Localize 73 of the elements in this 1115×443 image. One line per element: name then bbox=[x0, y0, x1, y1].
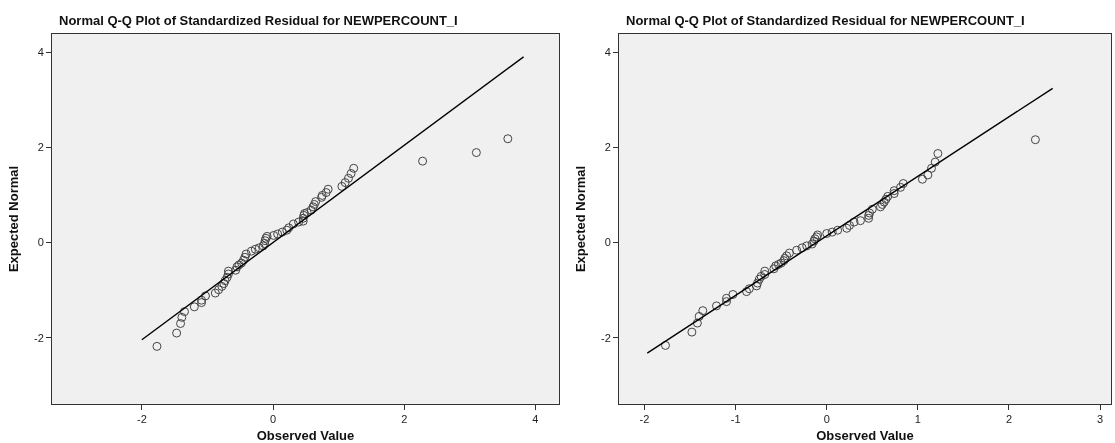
point bbox=[254, 243, 264, 253]
y-axis-title: Expected Normal bbox=[572, 165, 588, 273]
point bbox=[179, 307, 189, 317]
y-tick-label: 0 bbox=[604, 236, 611, 249]
point bbox=[792, 245, 802, 255]
point bbox=[822, 229, 832, 239]
y-tick-label: 0 bbox=[37, 236, 44, 249]
point bbox=[867, 204, 877, 214]
point bbox=[246, 246, 256, 256]
point bbox=[210, 288, 220, 298]
x-axis-title: Observed Value bbox=[256, 428, 355, 443]
point bbox=[692, 318, 702, 328]
point bbox=[927, 163, 937, 173]
x-tick-label: 3 bbox=[1097, 413, 1104, 426]
point bbox=[827, 227, 837, 237]
point bbox=[1030, 135, 1040, 145]
point bbox=[343, 173, 353, 183]
x-tick-label: 2 bbox=[1005, 413, 1013, 426]
y-tick-label: 2 bbox=[37, 141, 44, 154]
point bbox=[349, 163, 359, 173]
point bbox=[728, 289, 738, 299]
y-tick-label: -2 bbox=[34, 331, 44, 344]
point bbox=[152, 341, 162, 351]
chart-title: Normal Q-Q Plot of Standardized Residual for NEWPERCOUNT_I bbox=[626, 13, 1025, 28]
point bbox=[933, 149, 943, 159]
point bbox=[200, 291, 210, 301]
x-tick-label: 0 bbox=[823, 413, 830, 426]
point bbox=[797, 243, 807, 253]
x-tick-label: -2 bbox=[639, 413, 650, 426]
point bbox=[176, 319, 186, 329]
point bbox=[321, 188, 331, 198]
y-tick-label: 2 bbox=[604, 141, 611, 154]
point bbox=[849, 217, 859, 227]
chart-title: Normal Q-Q Plot of Standardized Residual for NEWPERCOUNT_I bbox=[59, 13, 458, 28]
point bbox=[250, 244, 260, 254]
y-tick-label: -2 bbox=[601, 331, 611, 344]
y-tick-label: 4 bbox=[604, 45, 611, 58]
point bbox=[802, 241, 812, 251]
x-tick-label: 2 bbox=[401, 413, 408, 426]
point bbox=[294, 217, 304, 227]
point bbox=[418, 156, 428, 166]
point bbox=[698, 306, 708, 316]
point bbox=[722, 293, 732, 303]
point bbox=[694, 311, 704, 321]
point bbox=[346, 169, 356, 179]
point bbox=[471, 148, 481, 158]
point bbox=[503, 134, 513, 144]
point bbox=[323, 184, 333, 194]
y-tick-label: 4 bbox=[37, 45, 44, 58]
y-axis-title: Expected Normal bbox=[5, 165, 21, 273]
point bbox=[277, 227, 287, 237]
x-tick-label: 4 bbox=[532, 413, 539, 426]
point bbox=[711, 301, 721, 311]
point bbox=[722, 297, 732, 307]
x-tick-label: -1 bbox=[730, 413, 741, 426]
point bbox=[930, 157, 940, 167]
x-tick-label: -2 bbox=[136, 413, 147, 426]
point bbox=[660, 340, 670, 350]
point bbox=[269, 230, 279, 240]
x-tick-label: 0 bbox=[269, 413, 277, 426]
point bbox=[917, 174, 927, 184]
point bbox=[923, 170, 933, 180]
point bbox=[833, 225, 843, 235]
point bbox=[214, 285, 224, 295]
point bbox=[288, 219, 298, 229]
x-axis-title: Observed Value bbox=[816, 428, 914, 443]
point bbox=[855, 216, 865, 226]
point bbox=[177, 312, 187, 322]
point bbox=[172, 328, 182, 338]
point bbox=[687, 327, 697, 337]
x-tick-label: 1 bbox=[914, 413, 921, 426]
point bbox=[273, 229, 283, 239]
point bbox=[189, 302, 199, 312]
